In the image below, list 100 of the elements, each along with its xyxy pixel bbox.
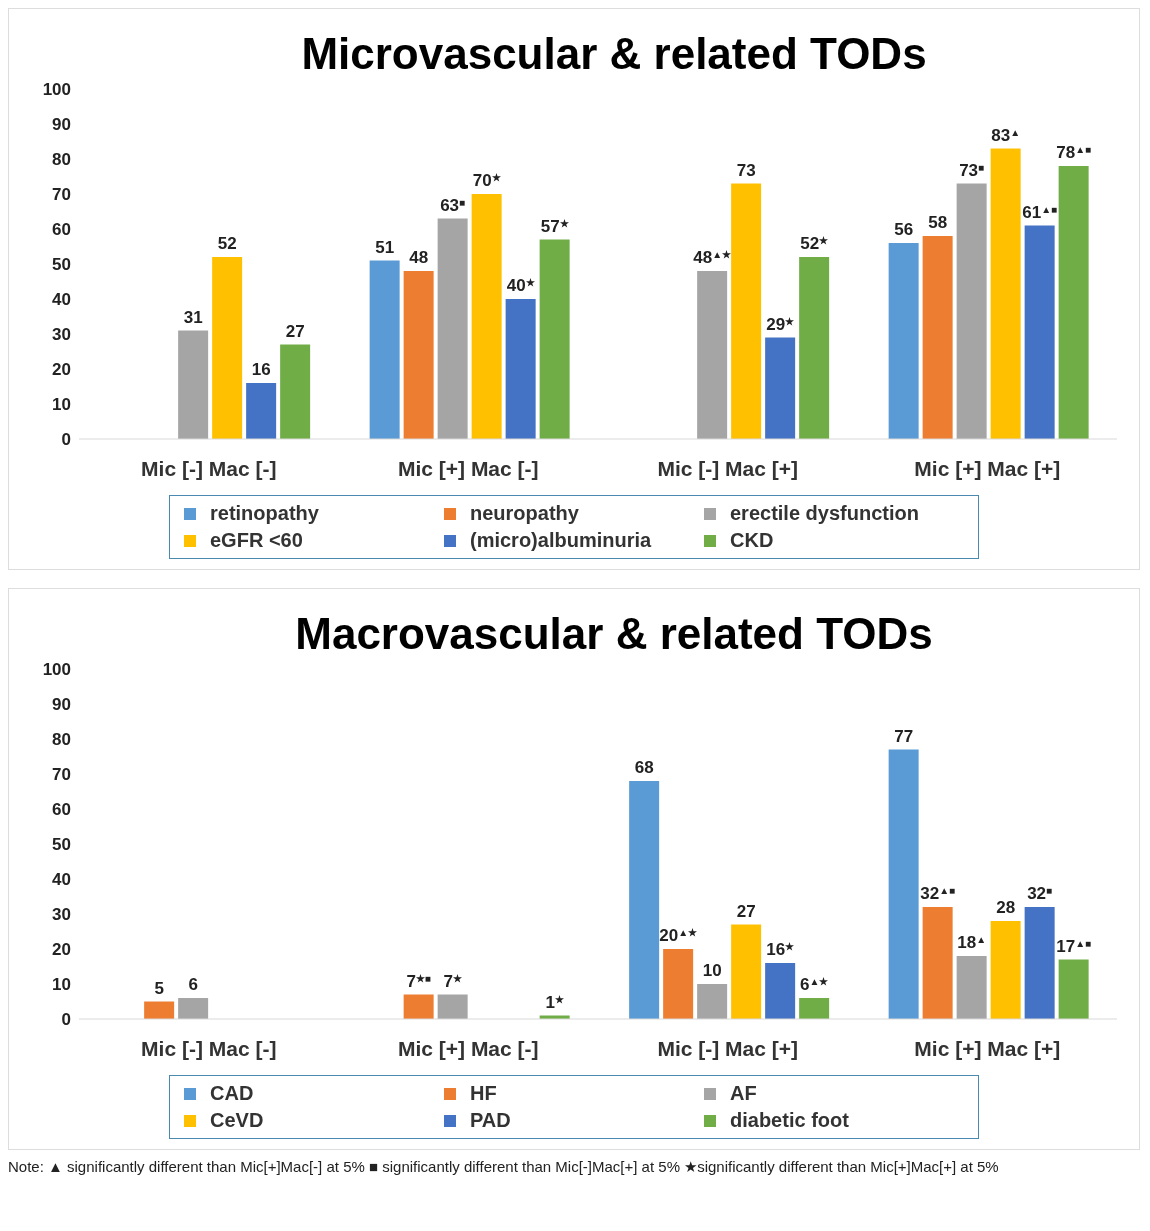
data-label: 6: [188, 975, 198, 994]
bar: [888, 749, 919, 1019]
bar: [922, 236, 953, 439]
legend-label: CeVD: [210, 1109, 264, 1132]
x-tick-label: Mic [-] Mac [-]: [141, 456, 277, 480]
y-tick-label: 70: [52, 185, 71, 205]
data-label: 63$^{■}$: [440, 195, 466, 215]
x-tick-label: Mic [+] Mac [-]: [397, 1036, 539, 1060]
y-tick-label: 90: [52, 695, 71, 715]
data-label: 27: [285, 321, 305, 341]
bar: [697, 984, 728, 1019]
bar: [1024, 907, 1055, 1019]
text: Note: ▲ significantly different than Mic[+]Mac[-] at 5% ■ significantly different than Mic[-]Mac[+] at 5% ★significantly different than Mic[+]Mac[+] at 5%: [8, 1158, 1000, 1176]
data-label: 10: [702, 961, 722, 980]
y-tick-label: 0: [61, 430, 71, 450]
legend-label: CKD: [730, 529, 774, 552]
data-label: 78$^{▲■}$: [1056, 143, 1092, 162]
data-label: 52$^{★}$: [800, 234, 829, 253]
y-tick-label: 60: [52, 220, 71, 240]
y-tick-label: 90: [52, 115, 71, 135]
bar: [280, 344, 311, 439]
y-tick-label: 100: [42, 80, 71, 100]
data-label: 68: [634, 758, 654, 777]
data-label: 1$^{★}$: [545, 992, 564, 1012]
bar: [144, 1001, 175, 1019]
data-label: 27: [736, 901, 756, 921]
bar: [956, 956, 987, 1019]
legend-label: retinopathy: [210, 502, 319, 525]
y-tick-label: 60: [52, 800, 71, 820]
data-label: 32$^{▲■}$: [920, 884, 956, 903]
y-tick-label: 10: [52, 395, 71, 415]
bar: [731, 183, 762, 439]
bar: [178, 998, 209, 1019]
data-label: 40$^{★}$: [506, 276, 535, 295]
legend-label: erectile dysfunction: [730, 502, 919, 525]
bar: [799, 257, 830, 439]
legend-label: (micro)albuminuria: [470, 529, 652, 552]
bar: [403, 271, 434, 439]
bar: [1024, 225, 1055, 439]
bar: [505, 299, 536, 439]
y-tick-label: 30: [52, 325, 71, 345]
y-tick-label: 10: [52, 975, 71, 995]
y-tick-label: 20: [52, 940, 71, 960]
legend-label: HF: [470, 1082, 497, 1105]
x-tick-label: Mic [+] Mac [+]: [914, 456, 1061, 480]
data-label: 61$^{▲■}$: [1022, 202, 1058, 222]
data-label: 32$^{■}$: [1027, 884, 1053, 903]
legend-label: PAD: [470, 1109, 511, 1132]
bar: [990, 148, 1021, 439]
bar: [471, 194, 502, 439]
bar: [888, 243, 919, 439]
bar: [246, 383, 277, 439]
y-tick-label: 0: [61, 1010, 71, 1030]
data-label: 31: [183, 307, 203, 327]
data-label: 5: [154, 978, 164, 998]
bar: [178, 330, 209, 439]
chart-title: Microvascular & related TODs: [300, 29, 928, 79]
bar: [799, 998, 830, 1019]
y-tick-label: 20: [52, 360, 71, 380]
bar: [663, 949, 694, 1019]
data-label: 18$^{▲}$: [957, 933, 987, 952]
bar: [765, 963, 796, 1019]
legend-label: neuropathy: [470, 502, 579, 525]
data-label: 73: [736, 160, 756, 180]
data-label: 83$^{▲}$: [991, 125, 1021, 145]
chart-title: Macrovascular & related TODs: [294, 609, 934, 659]
bar: [212, 257, 243, 439]
bar: [539, 239, 570, 439]
bar: [990, 921, 1021, 1019]
data-label: 51: [375, 237, 395, 257]
data-label: 58: [928, 213, 948, 232]
data-label: 20$^{▲★}$: [659, 926, 698, 945]
data-label: 77: [894, 726, 914, 746]
bar: [369, 260, 400, 439]
y-tick-label: 80: [52, 730, 71, 750]
bar: [437, 218, 468, 439]
x-tick-label: Mic [-] Mac [-]: [141, 1036, 277, 1060]
bar: [922, 907, 953, 1019]
x-tick-label: Mic [+] Mac [+]: [914, 1036, 1061, 1060]
bar: [629, 781, 660, 1019]
x-tick-label: Mic [-] Mac [+]: [657, 1036, 799, 1060]
bar: [731, 924, 762, 1019]
legend-label: eGFR <60: [210, 529, 303, 552]
y-tick-label: 100: [42, 660, 71, 680]
bar: [697, 271, 728, 439]
y-tick-label: 40: [52, 870, 71, 890]
x-tick-label: Mic [-] Mac [+]: [657, 456, 799, 480]
data-label: 56: [894, 220, 914, 239]
y-tick-label: 80: [52, 150, 71, 170]
legend-label: diabetic foot: [730, 1109, 849, 1132]
data-label: 29$^{★}$: [766, 314, 795, 334]
data-label: 16$^{★}$: [766, 940, 795, 959]
data-label: 28: [996, 898, 1016, 917]
y-tick-label: 40: [52, 290, 71, 310]
y-tick-label: 30: [52, 905, 71, 925]
legend-label: AF: [730, 1082, 757, 1105]
bar: [956, 183, 987, 439]
bar: [403, 994, 434, 1019]
y-tick-label: 50: [52, 835, 71, 855]
data-label: 57$^{★}$: [540, 216, 569, 236]
